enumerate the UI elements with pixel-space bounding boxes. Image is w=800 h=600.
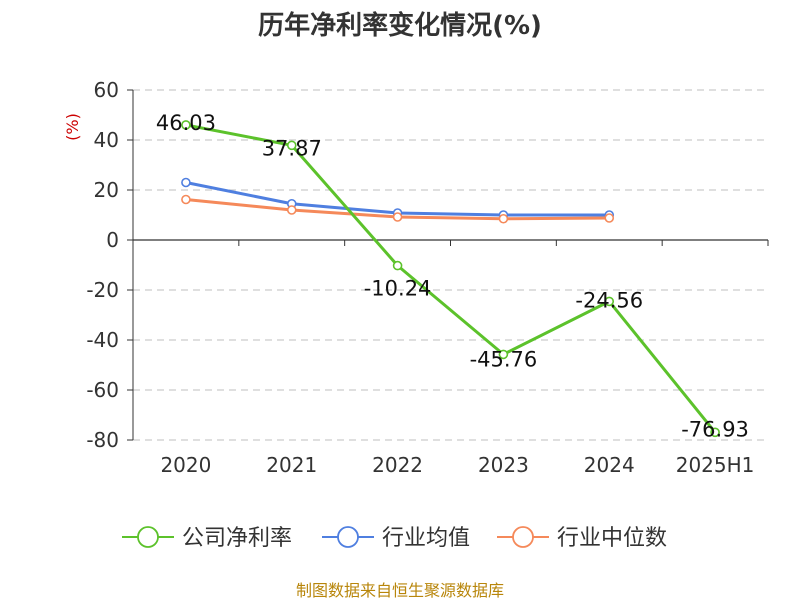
grid-lines xyxy=(133,89,768,441)
x-tick-label: 2020 xyxy=(160,453,211,477)
data-label: -45.76 xyxy=(470,347,538,371)
legend: 公司净利率 行业均值 行业中位数 xyxy=(122,526,667,551)
data-label: 37.87 xyxy=(262,136,322,160)
legend-marker xyxy=(137,526,159,548)
data-label: -24.56 xyxy=(575,288,643,312)
series-point xyxy=(604,296,615,307)
series-point xyxy=(710,427,720,438)
series-point xyxy=(498,213,509,224)
series-point xyxy=(286,205,297,215)
y-tick-label: 0 xyxy=(106,228,119,252)
data-label: -76.93 xyxy=(681,417,749,441)
series-point xyxy=(286,140,297,151)
legend-marker xyxy=(337,526,359,548)
x-tick-label: 2021 xyxy=(266,453,317,477)
series-point xyxy=(392,212,403,222)
y-tick-label: -60 xyxy=(86,378,119,402)
series-point xyxy=(604,213,615,223)
legend-label: 公司净利率 xyxy=(182,526,292,551)
legend-label: 行业中位数 xyxy=(557,526,667,551)
y-axis-label: (%) xyxy=(63,113,82,141)
y-tick-label: -80 xyxy=(86,428,119,452)
x-tick-label: 2025H1 xyxy=(676,453,755,477)
series-point xyxy=(181,120,191,130)
y-tick-label: 20 xyxy=(94,178,119,202)
axes: 60 40 20 0 -20 -40 -60 -80 2020 2021 2022 2023 2024 2… xyxy=(86,78,769,477)
series-point xyxy=(181,194,191,205)
y-tick-label: 60 xyxy=(94,78,119,102)
series-point xyxy=(498,349,509,360)
y-tick-label: 40 xyxy=(94,128,119,152)
x-tick-label: 2022 xyxy=(372,453,423,477)
series-line xyxy=(185,123,717,434)
y-tick-label: -40 xyxy=(86,328,119,352)
series-point xyxy=(181,177,191,188)
x-tick-label: 2024 xyxy=(584,453,635,477)
series-layer: 46.03 37.87 -10.24 -45.76 -24.56 -76.93 xyxy=(156,111,749,441)
data-label: 46.03 xyxy=(156,111,216,135)
series-point xyxy=(392,260,403,271)
x-tick-label: 2023 xyxy=(478,453,529,477)
data-label: -10.24 xyxy=(364,277,432,301)
data-source-note: 制图数据来自恒生聚源数据库 xyxy=(296,581,504,600)
legend-marker xyxy=(512,526,534,548)
chart-title: 历年净利率变化情况(%) xyxy=(258,10,542,41)
y-tick-label: -20 xyxy=(86,278,119,302)
legend-label: 行业均值 xyxy=(382,526,470,551)
